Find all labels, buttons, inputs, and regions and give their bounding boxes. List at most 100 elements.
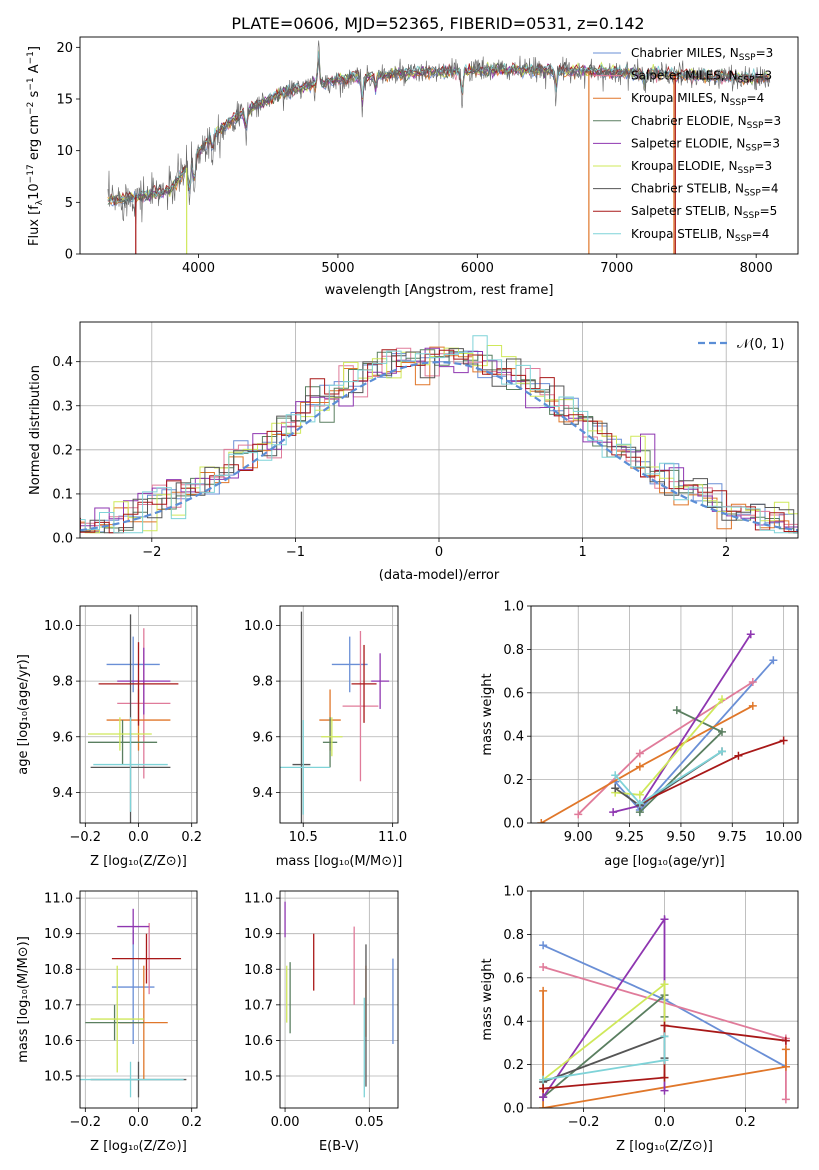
axes-frame <box>79 605 198 824</box>
legend-val: =3 <box>763 114 781 128</box>
figure-title: PLATE=0606, MJD=52365, FIBERID=0531, z=0… <box>231 14 644 33</box>
y-tick-label: 1.0 <box>503 885 524 900</box>
marker-salpeter_stelib <box>781 1036 790 1045</box>
y-tick-label: 15 <box>56 93 73 108</box>
x-tick-label: −1 <box>286 545 305 560</box>
x-tick-label: 0.05 <box>355 1115 384 1130</box>
marker-salpeter_stelib <box>660 1021 669 1030</box>
y-tick-label: 0.6 <box>503 686 524 701</box>
marker-kroupa_stelib <box>660 1032 669 1041</box>
marker-salpeter_elodie <box>746 630 755 639</box>
y-axis-label: mass weight <box>480 673 495 755</box>
legend-val: =3 <box>754 159 772 173</box>
marker-chabrier_miles <box>769 656 778 665</box>
y-axis-label: mass [log₁₀(M/M⊙)] <box>16 936 31 1063</box>
marker-chabrier_miles <box>539 941 548 950</box>
y-tick-label: 0.2 <box>503 1058 524 1073</box>
x-axis-label: E(B-V) <box>319 1139 359 1154</box>
y-tick-label: 10.5 <box>244 1069 273 1084</box>
x-tick-label: 7000 <box>600 261 633 276</box>
y-tick-label: 0.0 <box>503 1102 524 1117</box>
x-tick-label: 0 <box>435 545 443 560</box>
weight_vs_Z-panel: −0.2 0.0 0.2 0.0 0.2 0.4 0.6 0.8 1.0 Z [log₁₀(Z/Z… <box>480 885 799 1154</box>
y-tick-label: 10.5 <box>44 1069 73 1084</box>
marker-kroupa_elodie <box>635 790 644 799</box>
y-tick-label: 0.3 <box>52 399 73 414</box>
legend-label-chabrier_stelib: Chabrier STELIB, NSSP=4 <box>631 182 779 199</box>
marker-salpeter_miles <box>574 810 583 819</box>
legend-sub: SSP <box>738 76 755 86</box>
y-tick-label: 9.4 <box>252 786 273 801</box>
marker-chabrier_elodie <box>718 727 727 736</box>
y-tick-label: 10.8 <box>244 963 273 978</box>
legend-text: Chabrier ELODIE, N <box>631 114 747 128</box>
legend-label-normal: 𝒩(0, 1) <box>737 337 784 352</box>
x-axis-label: (data-model)/error <box>379 568 500 583</box>
legend-val: =4 <box>747 91 765 105</box>
x-tick-label: −0.2 <box>568 1115 600 1130</box>
normal-curve <box>80 360 798 532</box>
hist-kroupa_elodie <box>80 345 798 534</box>
marker-kroupa_miles <box>781 1045 790 1054</box>
x-tick-label: 10.5 <box>289 830 318 845</box>
marker-kroupa_miles <box>539 1104 548 1108</box>
x-axis-label: wavelength [Angstrom, rest frame] <box>325 283 554 298</box>
legend-text: Kroupa ELODIE, N <box>631 159 738 173</box>
y-tick-label: 0.8 <box>503 928 524 943</box>
y-tick-label: 10 <box>56 144 73 159</box>
x-tick-label: 11.0 <box>378 830 407 845</box>
y-axis-label: Normed distribution <box>28 365 43 495</box>
y-tick-label: 1.0 <box>503 600 524 615</box>
marker-salpeter_miles <box>748 677 757 686</box>
marker-kroupa_miles <box>781 1062 790 1071</box>
x-tick-label: 0.2 <box>735 1115 756 1130</box>
hist-salpeter_stelib <box>80 349 798 534</box>
x-tick-label: 0.2 <box>181 830 202 845</box>
marker-kroupa_miles <box>635 762 644 771</box>
legend-val: =3 <box>762 136 780 150</box>
age_vs_Z-panel: −0.2 0.0 0.2 9.4 9.6 9.8 10.0 Z [log₁₀(Z/Z⊙)] ag… <box>16 605 202 869</box>
legend-sub: SSP <box>743 211 760 221</box>
axes-frame <box>279 605 399 824</box>
legend-sub: SSP <box>744 189 761 199</box>
series-salpeter_elodie <box>612 633 752 813</box>
marker-kroupa_stelib <box>611 771 620 780</box>
y-tick-label: 5 <box>65 196 73 211</box>
marker-kroupa_miles <box>539 986 548 995</box>
weight_vs_age-panel: 9.00 9.25 9.50 9.75 10.00 0.0 0.2 0.4 0.6 0.8 1.0 a… <box>480 600 802 870</box>
legend-sub: SSP <box>735 234 752 244</box>
x-tick-label: 2 <box>722 545 730 560</box>
x-axis-label: Z [log₁₀(Z/Z⊙)] <box>90 854 187 869</box>
x-tick-label: 0.2 <box>181 1115 202 1130</box>
marker-salpeter_elodie <box>660 915 669 924</box>
marker-salpeter_elodie <box>660 1086 669 1095</box>
x-tick-label: 9.25 <box>615 830 644 845</box>
legend-label-kroupa_miles: Kroupa MILES, NSSP=4 <box>631 91 764 108</box>
y-tick-label: 10.6 <box>44 1034 73 1049</box>
y-tick-label: 20 <box>56 41 73 56</box>
axes-frame <box>79 36 799 255</box>
legend-sub: SSP <box>739 53 756 63</box>
legend-label-kroupa_elodie: Kroupa ELODIE, NSSP=3 <box>631 159 772 176</box>
y-tick-label: 10.0 <box>44 619 73 634</box>
age_vs_mass-panel: 10.5 11.0 9.4 9.6 9.8 10.0 mass [log₁₀(M/M⊙)] <box>244 605 407 869</box>
residual-panel: −2 −1 0 1 2 0.0 0.1 0.2 0.3 0.4 (data-model)/error… <box>28 321 799 583</box>
y-tick-label: 9.6 <box>52 730 73 745</box>
y-tick-label: 9.4 <box>52 786 73 801</box>
legend-label-salpeter_miles: Salpeter MILES, NSSP=3 <box>631 69 772 86</box>
y-tick-label: 10.8 <box>44 963 73 978</box>
marker-salpeter_miles <box>539 962 548 971</box>
marker-salpeter_stelib <box>539 1084 548 1093</box>
hist-kroupa_miles <box>80 346 798 534</box>
marker-salpeter_miles <box>635 749 644 758</box>
hist-chabrier_stelib <box>80 348 798 534</box>
x-tick-label: 10.00 <box>765 830 802 845</box>
marker-salpeter_stelib <box>779 736 788 745</box>
legend-sub: SSP <box>730 98 747 108</box>
y-tick-label: 0.4 <box>503 730 524 745</box>
marker-chabrier_elodie <box>672 706 681 715</box>
legend-sub: SSP <box>738 166 755 176</box>
x-tick-label: −0.2 <box>70 830 102 845</box>
marker-kroupa_stelib <box>539 1075 548 1084</box>
legend-text: Chabrier STELIB, N <box>631 182 744 196</box>
